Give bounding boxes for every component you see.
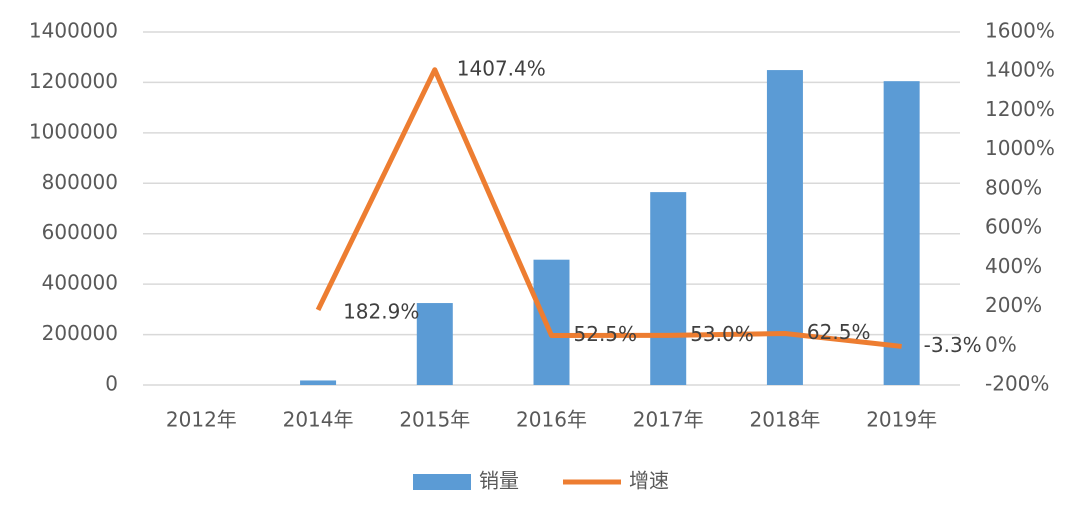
x-tick-label: 2017年 — [633, 408, 704, 432]
y-tick-label: 600000 — [42, 220, 118, 244]
x-tick-label: 2019年 — [866, 408, 937, 432]
y-tick-label: 200000 — [42, 321, 118, 345]
y2-tick-label: 400% — [985, 254, 1042, 278]
y-tick-label: 0 — [105, 372, 118, 396]
x-tick-label: 2014年 — [283, 408, 354, 432]
y2-tick-label: 0% — [985, 332, 1017, 356]
bar — [533, 259, 570, 385]
data-label: -3.3% — [924, 333, 982, 357]
y-tick-label: 1000000 — [29, 119, 118, 143]
data-label: 53.0% — [690, 322, 754, 346]
y2-tick-label: 1200% — [985, 97, 1055, 121]
y-tick-label: 1400000 — [29, 19, 118, 43]
legend-swatch — [413, 474, 471, 490]
y2-tick-label: 800% — [985, 175, 1042, 199]
y2-tick-label: 1000% — [985, 136, 1055, 160]
x-tick-label: 2016年 — [516, 408, 587, 432]
y2-tick-label: 600% — [985, 215, 1042, 239]
bar — [883, 81, 920, 386]
y2-tick-label: 1400% — [985, 58, 1055, 82]
y-tick-label: 1200000 — [29, 69, 118, 93]
legend-label: 增速 — [629, 469, 669, 493]
y2-tick-label: 200% — [985, 293, 1042, 317]
data-label: 182.9% — [343, 299, 419, 323]
bar — [650, 192, 687, 385]
data-label: 52.5% — [574, 322, 638, 346]
line — [315, 67, 902, 349]
bar — [416, 303, 453, 385]
y2-tick-label: 1600% — [985, 19, 1055, 43]
data-label: 62.5% — [807, 320, 871, 344]
x-tick-label: 2015年 — [399, 408, 470, 432]
bar — [300, 380, 337, 385]
bar — [766, 70, 803, 385]
x-tick-label: 2012年 — [166, 408, 237, 432]
y2-tick-label: -200% — [985, 372, 1049, 396]
y-tick-label: 400000 — [42, 271, 118, 295]
legend-label: 销量 — [479, 469, 519, 493]
data-label: 1407.4% — [457, 56, 546, 80]
x-tick-label: 2018年 — [749, 408, 820, 432]
y-tick-label: 800000 — [42, 170, 118, 194]
